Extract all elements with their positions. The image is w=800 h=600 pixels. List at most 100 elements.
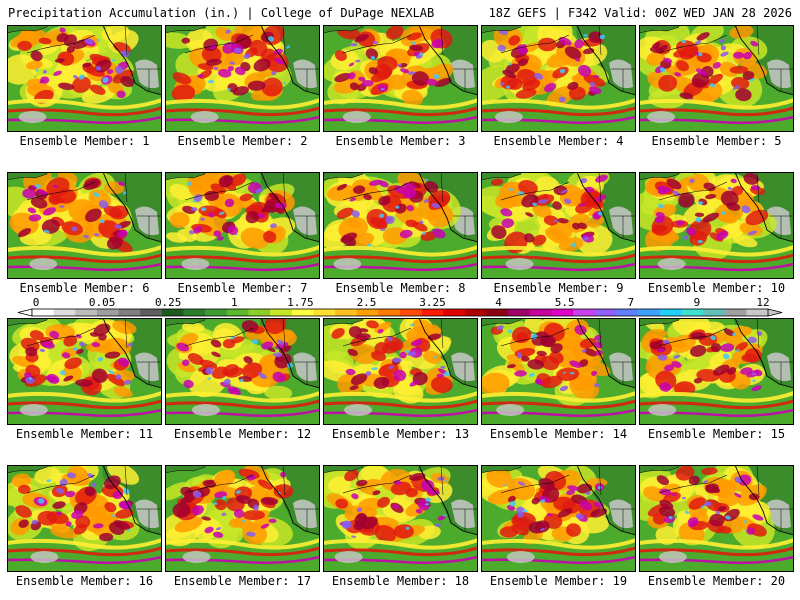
precip-blob <box>557 508 573 518</box>
dry-region-shading <box>767 352 791 382</box>
precip-blob <box>540 499 546 503</box>
precip-blob <box>540 528 545 531</box>
precip-blob <box>744 348 762 363</box>
precip-blob <box>99 532 114 542</box>
precip-blob <box>436 373 444 378</box>
aleutian-chain <box>658 474 728 494</box>
precip-blob <box>752 379 756 383</box>
precipitation-map <box>323 465 478 572</box>
precip-blob <box>567 485 580 491</box>
precip-blob <box>181 322 205 333</box>
precip-blob <box>535 378 542 385</box>
ensemble-member-label: Ensemble Member: 18 <box>331 574 470 588</box>
precip-blob <box>83 234 89 239</box>
precip-blob <box>344 469 359 482</box>
precip-blob <box>508 360 525 373</box>
precip-band <box>481 555 636 565</box>
precip-blob <box>720 45 727 51</box>
political-borders <box>124 318 162 384</box>
precipitation-map <box>481 465 636 572</box>
precip-blob <box>385 215 395 225</box>
map-frame <box>323 25 478 132</box>
precip-blob <box>579 500 593 511</box>
colorbar-swatch <box>118 309 141 316</box>
precip-blob <box>43 229 50 234</box>
precip-band <box>165 115 320 125</box>
precip-blob <box>95 66 102 71</box>
dry-region-shading <box>293 499 317 529</box>
precip-blob <box>218 69 232 78</box>
coastline <box>102 25 162 96</box>
precip-blob <box>727 367 737 375</box>
precip-blob <box>192 505 204 516</box>
precip-blob <box>15 505 32 518</box>
precip-blob <box>386 25 404 40</box>
dry-region-shading <box>767 59 791 89</box>
colorbar-swatch <box>75 309 98 316</box>
precip-blob <box>694 212 705 218</box>
precip-blob <box>348 62 355 67</box>
ensemble-member-panel: Ensemble Member: 1 <box>7 25 162 148</box>
precip-blob <box>372 490 381 496</box>
precip-blob <box>204 526 214 534</box>
precip-blob <box>246 474 256 481</box>
precip-blob <box>214 499 227 511</box>
precip-blob <box>405 487 419 498</box>
precip-band <box>323 253 478 264</box>
precip-blob <box>222 496 226 500</box>
precip-blob <box>673 50 686 58</box>
colorbar-swatch <box>508 309 531 316</box>
precip-blob <box>379 213 385 218</box>
aleutian-chain <box>342 327 412 347</box>
colorbar-swatch <box>443 309 466 316</box>
precip-blob <box>684 510 689 515</box>
precip-blob <box>65 490 76 498</box>
precip-band <box>481 399 636 410</box>
colorbar-swatch <box>335 309 358 316</box>
ensemble-member-label: Ensemble Member: 19 <box>489 574 628 588</box>
precip-blob <box>701 467 718 475</box>
precip-blob <box>228 517 246 528</box>
precip-blob <box>196 74 204 78</box>
aleutian-chain <box>184 34 254 54</box>
precip-blob <box>508 35 521 46</box>
ensemble-member-panel: Ensemble Member: 11 <box>7 318 162 441</box>
precip-blob <box>218 175 234 188</box>
precip-blob <box>700 505 704 509</box>
precip-band <box>7 399 162 410</box>
precip-blob <box>387 336 393 341</box>
precip-blob <box>29 377 32 380</box>
precip-blob <box>41 340 55 349</box>
precip-blob <box>247 80 266 91</box>
political-borders <box>440 465 478 531</box>
precip-blob <box>181 37 191 44</box>
precip-blob <box>508 63 512 66</box>
ensemble-member-label: Ensemble Member: 11 <box>15 427 154 441</box>
precip-blob <box>712 62 721 69</box>
dry-region-shading <box>609 206 633 236</box>
precip-blob <box>261 497 279 505</box>
ensemble-member-panel: Ensemble Member: 17 <box>165 465 320 588</box>
precip-blob <box>583 74 606 87</box>
precip-blob <box>172 502 191 518</box>
precip-blob <box>331 328 345 339</box>
precip-blob <box>359 328 369 333</box>
precip-blob <box>267 36 275 42</box>
aleutian-chain <box>184 474 254 494</box>
precip-blob <box>349 197 357 202</box>
dry-region-shading <box>293 59 317 89</box>
precip-blob <box>696 32 710 41</box>
precip-blob <box>431 38 444 49</box>
precip-blob <box>205 367 214 375</box>
aleutian-chain <box>500 34 570 54</box>
colorbar-swatch <box>486 309 509 316</box>
coastline <box>260 465 320 536</box>
precip-blob <box>540 336 554 347</box>
precip-blob <box>659 382 672 392</box>
map-frame <box>481 172 636 279</box>
precip-blob <box>694 40 702 45</box>
precip-blob <box>187 353 204 365</box>
political-borders <box>124 465 162 531</box>
precip-blob <box>78 342 86 347</box>
precip-blob <box>507 495 516 503</box>
